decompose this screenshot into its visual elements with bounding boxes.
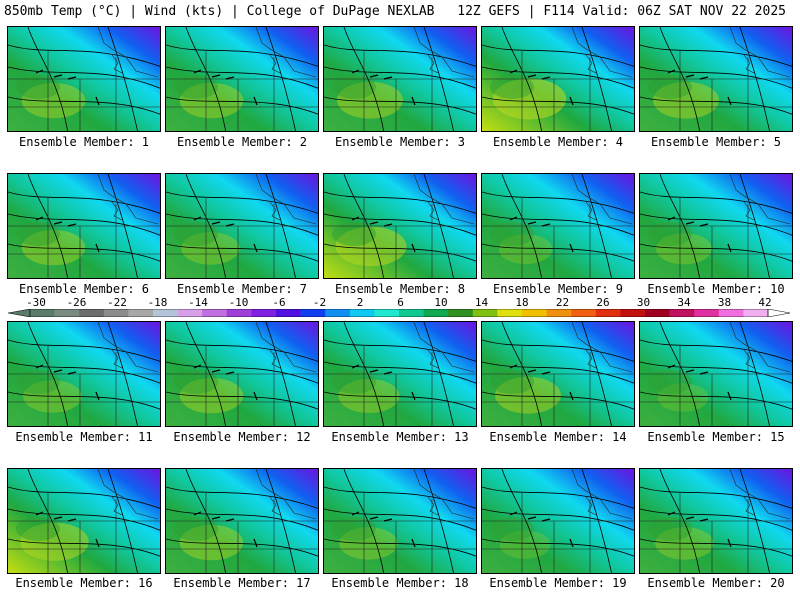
colorbar-tick-label: -2 [312,296,327,309]
colorbar-tick-label: -18 [147,296,168,309]
colorbar-segment [571,309,597,317]
colorbar-outline [29,309,769,317]
colorbar-segment [374,309,400,317]
ensemble-panel-10 [639,173,793,279]
ensemble-panel-6 [7,173,161,279]
colorbar-segment [251,309,277,317]
ensemble-member-label: Ensemble Member: 3 [334,135,466,149]
colorbar-tick-label: -14 [188,296,208,309]
colorbar-segment [54,309,80,317]
ensemble-panel-19 [481,468,635,574]
colorbar-tick-label: 2 [356,296,364,309]
ensemble-member-label: Ensemble Member: 5 [650,135,782,149]
colorbar-segment [399,309,424,317]
ensemble-panel-4 [481,26,635,132]
colorbar-tick-label: 22 [555,296,570,309]
ensemble-member-label: Ensemble Member: 18 [331,576,469,590]
colorbar-tick-label: -10 [228,296,249,309]
colorbar-segment [620,309,646,317]
ensemble-member-label: Ensemble Member: 6 [18,282,150,296]
ensemble-member-label: Ensemble Member: 13 [331,430,469,444]
ensemble-panel-11 [7,321,161,427]
colorbar-tick-label: 18 [515,296,529,309]
colorbar-segment [423,309,449,317]
colorbar-tick-label: 26 [596,296,610,309]
colorbar-segment [472,309,498,317]
colorbar-segment [153,309,178,317]
colorbar-tick-label: -6 [272,296,286,309]
colorbar-segment [128,309,154,317]
ensemble-panel-3 [323,26,477,132]
ensemble-panel-13 [323,321,477,427]
ensemble-panel-18 [323,468,477,574]
colorbar-segment [79,309,105,317]
ensemble-member-label: Ensemble Member: 19 [489,576,627,590]
colorbar-tick-label: 42 [758,296,772,309]
ensemble-panel-20 [639,468,793,574]
colorbar-segment [202,309,228,317]
colorbar-low-arrow [8,309,31,317]
colorbar-segment [325,309,351,317]
header-left: 850mb Temp (°C) | Wind (kts) | College o… [4,4,435,19]
colorbar-tick-label: -22 [107,296,127,309]
ensemble-panel-15 [639,321,793,427]
ensemble-member-label: Ensemble Member: 20 [647,576,785,590]
colorbar [8,309,790,317]
colorbar-segment [497,309,523,317]
ensemble-member-label: Ensemble Member: 12 [173,430,311,444]
colorbar-segment [546,309,572,317]
colorbar-high-arrow [767,309,790,317]
colorbar-segment [30,309,55,317]
colorbar-segment [300,309,326,317]
ensemble-panel-14 [481,321,635,427]
ensemble-member-label: Ensemble Member: 9 [492,282,624,296]
ensemble-panel-8 [323,173,477,279]
colorbar-segment [694,309,720,317]
ensemble-panel-1 [7,26,161,132]
colorbar-segment [743,309,769,317]
colorbar-segment [669,309,695,317]
colorbar-tick-label: 14 [474,296,489,309]
ensemble-panel-12 [165,321,319,427]
colorbar-segment [177,309,203,317]
ensemble-member-label: Ensemble Member: 4 [492,135,624,149]
ensemble-member-label: Ensemble Member: 17 [173,576,311,590]
colorbar-tick-label: 6 [397,296,404,309]
ensemble-panel-5 [639,26,793,132]
header-right: 12Z GEFS | F114 Valid: 06Z SAT NOV 22 20… [457,4,786,19]
colorbar-tick-label: -30 [26,296,46,309]
ensemble-panel-7 [165,173,319,279]
ensemble-member-label: Ensemble Member: 11 [15,430,153,444]
colorbar-tick-label: -26 [66,296,87,309]
ensemble-panel-17 [165,468,319,574]
ensemble-panel-16 [7,468,161,574]
colorbar-segment [522,309,547,317]
ensemble-member-label: Ensemble Member: 8 [334,282,466,296]
ensemble-panel-9 [481,173,635,279]
ensemble-member-label: Ensemble Member: 15 [647,430,785,444]
ensemble-member-label: Ensemble Member: 14 [489,430,627,444]
colorbar-segment [226,309,252,317]
colorbar-tick-label: 34 [677,296,691,309]
ensemble-member-label: Ensemble Member: 2 [176,135,308,149]
colorbar-segment [448,309,474,317]
colorbar-segment [645,309,670,317]
ensemble-member-label: Ensemble Member: 16 [15,576,153,590]
colorbar-segment [595,309,621,317]
colorbar-segment [718,309,744,317]
ensemble-member-label: Ensemble Member: 7 [176,282,308,296]
colorbar-segment [349,309,375,317]
ensemble-panel-2 [165,26,319,132]
ensemble-member-label: Ensemble Member: 1 [18,135,150,149]
colorbar-tick-label: 30 [636,296,651,309]
ensemble-member-label: Ensemble Member: 10 [647,282,785,296]
colorbar-tick-label: 38 [717,296,732,309]
colorbar-tick-label: 10 [434,296,448,309]
colorbar-segment [276,309,301,317]
colorbar-segment [103,309,129,317]
